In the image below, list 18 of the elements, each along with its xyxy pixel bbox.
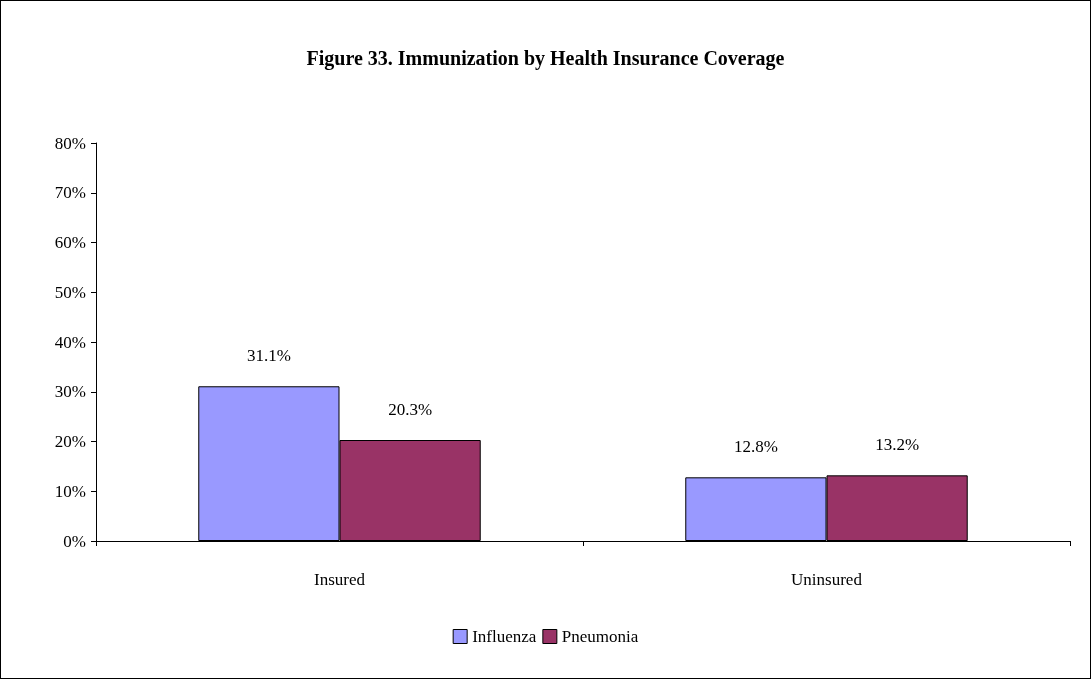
y-tick-label: 80%	[54, 133, 86, 153]
chart-title: Figure 33. Immunization by Health Insurance Coverage	[306, 47, 785, 70]
y-tick-label: 10%	[54, 481, 86, 501]
data-label: 12.8%	[733, 437, 778, 457]
x-tick-label: Insured	[314, 570, 366, 589]
y-tick-label: 50%	[54, 282, 86, 302]
y-tick-label: 70%	[54, 183, 86, 203]
y-tick-label: 60%	[54, 233, 86, 252]
x-tick-label: Uninsured	[791, 570, 863, 589]
legend-label: Influenza	[472, 627, 537, 646]
y-tick-label: 40%	[54, 332, 86, 352]
data-label: 20.3%	[388, 400, 433, 420]
data-label: 13.2%	[875, 435, 920, 455]
y-tick-label: 20%	[54, 432, 86, 451]
y-tick-label: 30%	[54, 382, 86, 402]
data-label: 31.1%	[246, 346, 291, 366]
y-tick-label: 0%	[63, 531, 86, 551]
legend-label: Pneumonia	[561, 627, 639, 646]
